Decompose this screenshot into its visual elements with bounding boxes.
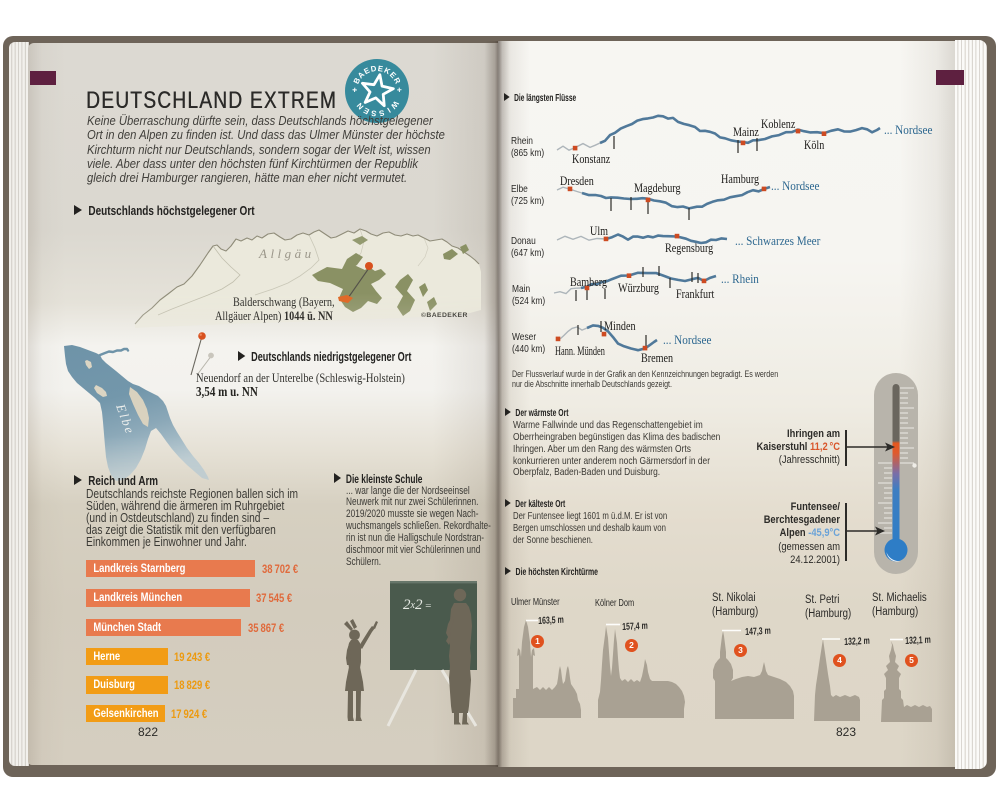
svg-text:W: W [389, 99, 401, 111]
svg-text:2x2=: 2x2 = [403, 597, 432, 613]
svg-text:D: D [370, 64, 377, 74]
svg-text:E: E [362, 66, 371, 76]
svg-text:N: N [355, 101, 366, 111]
svg-text:K: K [383, 66, 392, 77]
svg-text:A: A [356, 70, 367, 81]
svg-text:+: + [349, 87, 359, 93]
svg-text:E: E [362, 106, 371, 116]
svg-text:S: S [371, 108, 377, 118]
svg-text:+: + [394, 87, 404, 93]
svg-text:R: R [392, 76, 403, 85]
svg-text:E: E [377, 64, 384, 74]
svg-text:E: E [388, 70, 398, 80]
svg-text:S: S [378, 108, 385, 118]
svg-text:B: B [352, 76, 363, 85]
svg-text:I: I [386, 106, 393, 115]
